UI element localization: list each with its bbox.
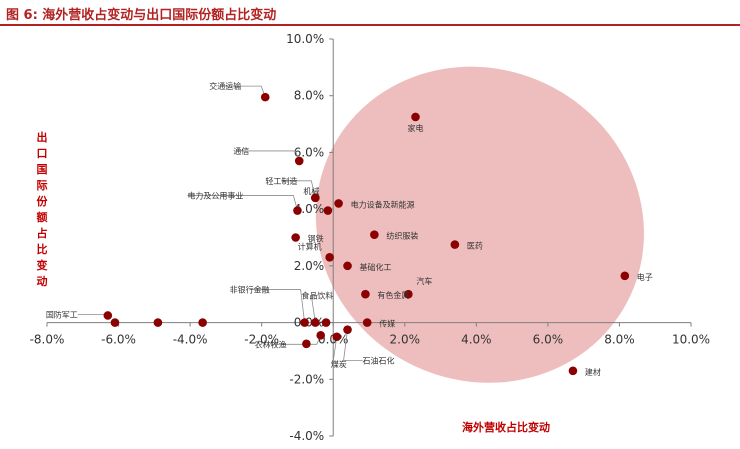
y-axis-title-char: 变 <box>37 258 48 272</box>
point-label: 建材 <box>585 367 601 377</box>
x-tick-labels: -8.0% -6.0% -4.0% -2.0% 0.0% 2.0% 4.0% 6.0% 8.0%… <box>30 333 710 347</box>
y-axis-title-char: 动 <box>37 274 48 288</box>
y-tick-label: 10.0% <box>286 32 324 46</box>
data-point <box>294 156 304 166</box>
label-leader-line <box>343 329 363 362</box>
point-label: 食品饮料 <box>301 291 333 301</box>
data-point <box>323 206 333 215</box>
data-points <box>103 92 630 376</box>
y-axis-title-char: 占 <box>37 226 48 240</box>
data-point <box>568 366 578 376</box>
x-tick-label: -4.0% <box>173 333 208 347</box>
point-label: 交通运输 <box>209 81 241 91</box>
data-point <box>450 240 460 249</box>
y-axis-title-char: 额 <box>37 210 48 224</box>
point-label: 医药 <box>467 241 483 251</box>
x-tick-label: -2.0% <box>244 333 279 347</box>
point-label: 纺织服装 <box>386 231 418 241</box>
y-tick-labels: -4.0% -2.0% 0.0% 2.0% 4.0% 6.0% 8.0% 10.0% <box>286 32 324 443</box>
label-leader-line <box>241 150 300 162</box>
label-leader-line <box>249 289 305 323</box>
data-point <box>404 289 413 299</box>
point-label: 电力设备及新能源 <box>351 199 415 209</box>
data-point <box>620 271 630 281</box>
data-point <box>311 193 320 203</box>
data-point <box>334 199 343 208</box>
figure-header: 图 6: 海外营收占变动与出口国际份额占比变动 <box>0 0 740 27</box>
data-point <box>321 318 331 327</box>
point-label: 机械 <box>303 186 319 196</box>
x-tick-label: 10.0% <box>672 333 710 347</box>
figure-title: 图 6: 海外营收占变动与出口国际份额占比变动 <box>6 8 277 23</box>
y-tick-label: 2.0% <box>294 259 325 273</box>
y-axis-title: 出口国际份额占比变动 <box>37 130 49 288</box>
data-point <box>110 318 120 327</box>
data-point <box>343 261 352 271</box>
data-point <box>343 325 352 334</box>
data-point <box>311 318 320 327</box>
data-point <box>361 289 370 299</box>
point-label: 钢铁 <box>308 234 324 244</box>
label-leader-line <box>77 314 108 316</box>
y-tick-label: 6.0% <box>294 145 325 159</box>
point-label: 轻工制造 <box>265 176 297 186</box>
point-label: 家电 <box>408 123 424 133</box>
point-label: 煤炭 <box>331 359 347 369</box>
label-leader-line <box>310 295 318 323</box>
data-point <box>332 332 342 342</box>
point-label: 通信 <box>233 146 249 156</box>
highlight-ellipse <box>315 66 644 383</box>
data-point <box>291 233 300 242</box>
data-point <box>370 230 379 239</box>
x-tick-label: 4.0% <box>461 333 492 347</box>
data-point <box>316 331 326 340</box>
data-point <box>325 253 334 262</box>
point-label: 石油石化 <box>363 356 395 366</box>
point-label: 汽车 <box>416 276 432 286</box>
label-leader-line <box>281 180 316 198</box>
y-axis-title-char: 际 <box>37 178 48 192</box>
y-tick-label: 0.0% <box>294 316 325 330</box>
point-label: 有色金属 <box>377 290 409 300</box>
data-point <box>198 318 207 327</box>
x-tick-label: 2.0% <box>390 333 421 347</box>
y-axis-title-char: 出 <box>37 130 48 144</box>
point-label: 传媒 <box>379 319 395 329</box>
y-tick-label: -4.0% <box>289 429 324 443</box>
point-label: 非银行金融 <box>230 285 270 295</box>
data-point <box>300 318 309 327</box>
header-divider <box>0 24 740 26</box>
x-tick-label: 8.0% <box>604 333 635 347</box>
data-point <box>302 339 311 349</box>
data-point <box>153 318 163 327</box>
y-axis-title-char: 口 <box>37 147 48 160</box>
x-tick-label: -8.0% <box>30 333 65 347</box>
data-point <box>260 92 270 102</box>
label-leader-line <box>332 336 339 365</box>
point-label: 农林牧渔 <box>255 339 287 349</box>
y-tick-label: 4.0% <box>294 202 325 216</box>
y-axis-title-char: 比 <box>37 242 48 256</box>
point-label: 电子 <box>637 272 653 282</box>
y-axis-title-char: 份 <box>37 194 49 208</box>
point-label: 国防军工 <box>46 309 78 319</box>
y-axis-title-char: 国 <box>37 163 48 176</box>
data-point <box>103 311 113 320</box>
x-tick-label: -6.0% <box>101 333 136 347</box>
y-tick-label: -2.0% <box>289 372 324 386</box>
x-tick-label: 6.0% <box>533 333 564 347</box>
point-label: 计算机 <box>298 241 322 251</box>
data-point <box>362 318 372 327</box>
point-label: 基础化工 <box>360 262 392 272</box>
data-point <box>411 112 420 122</box>
point-label: 电力及公用事业 <box>187 191 243 201</box>
y-tick-label: 8.0% <box>294 89 325 103</box>
data-point <box>293 206 302 215</box>
x-axis-title: 海外营收占比变动 <box>462 420 550 434</box>
label-leader-line <box>187 195 298 211</box>
